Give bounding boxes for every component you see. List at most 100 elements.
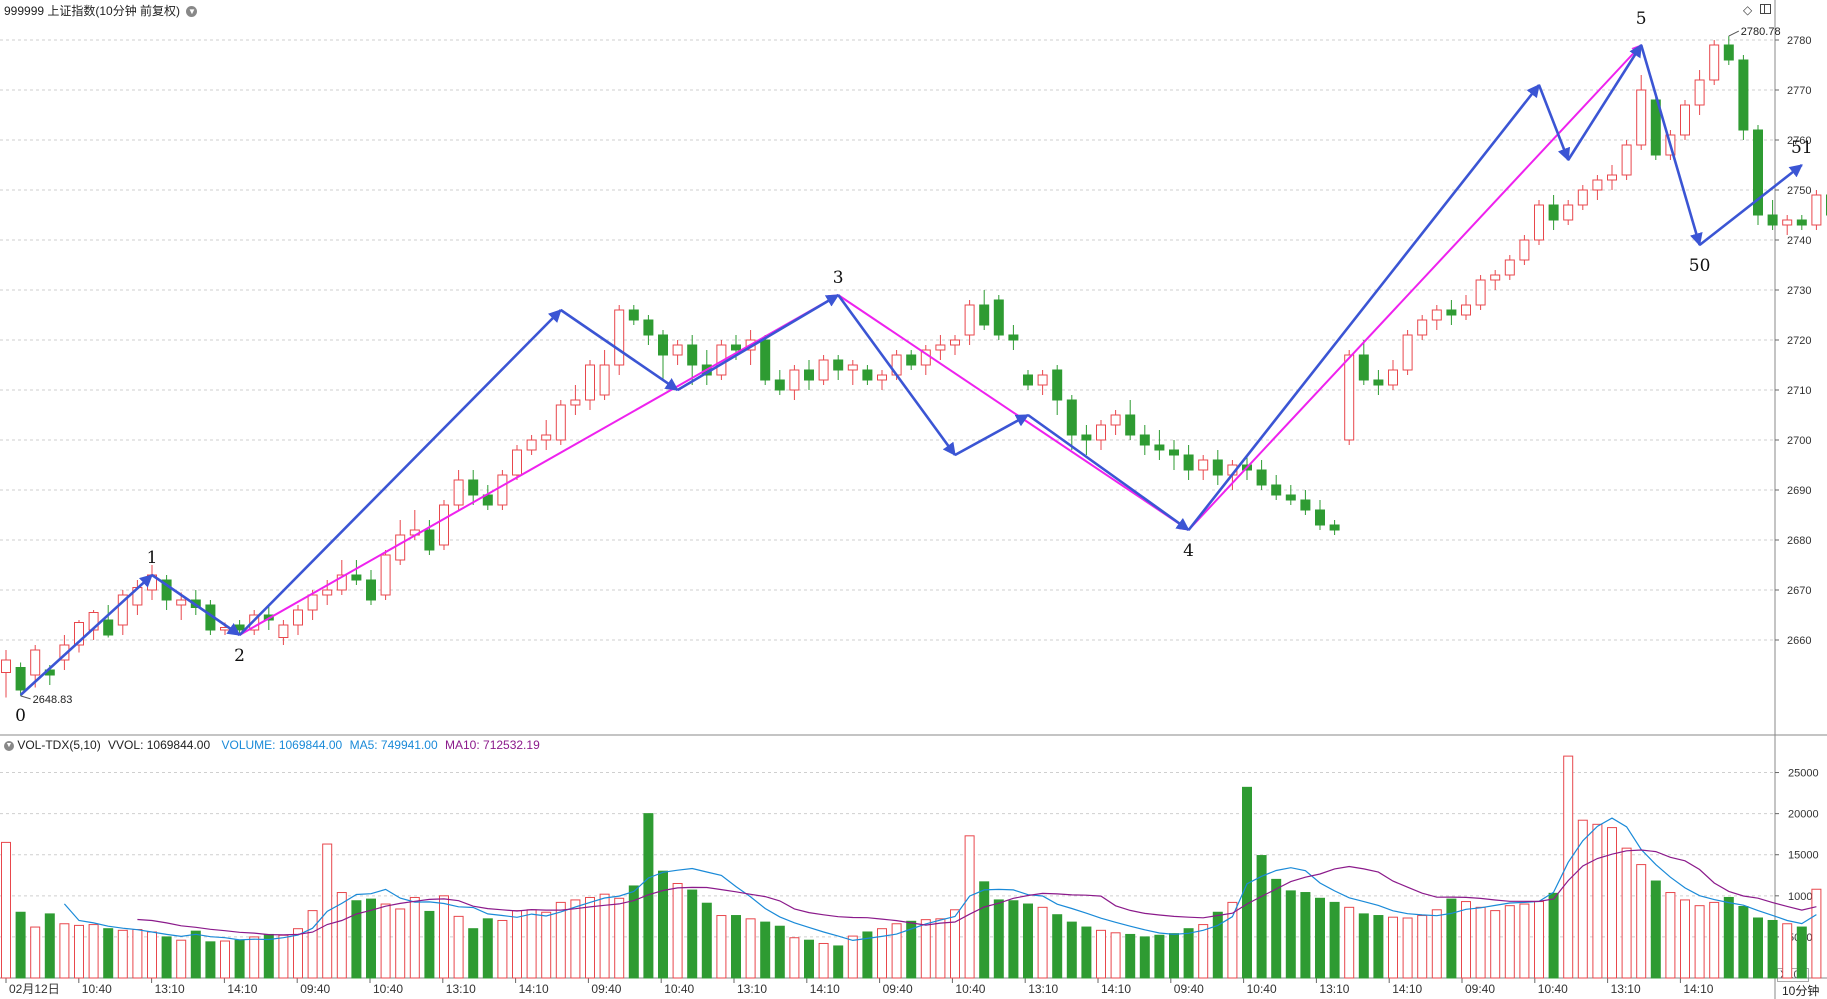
volume-bar-up (1, 841, 11, 979)
volume-bar-up (818, 942, 829, 979)
volume-bar-up (1607, 827, 1617, 979)
candle-body-down (1008, 334, 1019, 341)
volume-bar-down (1285, 890, 1296, 979)
volume-bar-down (804, 939, 814, 979)
blue-wave-line (676, 293, 840, 392)
volume-indicator-name: VOL-TDX(5,10) (17, 738, 101, 752)
volume-bar-down (658, 870, 668, 979)
candle-body-up (672, 344, 683, 356)
candle-body-up (30, 649, 41, 676)
candle-body-down (1169, 449, 1179, 456)
volume-bar-up (249, 936, 260, 979)
candle-body-up (497, 474, 508, 506)
magenta-wave-line (1187, 44, 1642, 531)
volume-bar-up (88, 924, 99, 979)
price-tick-label: 2740 (1787, 235, 1811, 247)
ma10-line (137, 849, 1817, 936)
volume-bar-up (409, 896, 420, 979)
volume-bar-down (161, 936, 172, 979)
period-label[interactable]: 10分钟 (1782, 984, 1820, 998)
candle-body-up (1504, 259, 1515, 276)
volume-bar-up (439, 895, 449, 979)
time-tick-label: 09:40 (300, 982, 330, 996)
wave-label: 5 (1636, 9, 1647, 29)
volume-bar-up (891, 923, 902, 979)
magenta-wave-line (239, 294, 840, 636)
volume-bar-down (1125, 933, 1136, 979)
volume-tick-label: 10000 (1788, 891, 1819, 903)
volume-bar-down (993, 899, 1004, 979)
time-tick-label: 14:10 (519, 982, 549, 996)
candle-body-up (1490, 274, 1501, 281)
volume-bar-up (293, 928, 303, 979)
candle-body-down (804, 369, 814, 381)
candle-body-down (1650, 99, 1661, 156)
volume-bar-up (1680, 899, 1690, 979)
volume-bar-up (964, 835, 975, 979)
volume-bar-down (1212, 911, 1223, 979)
chart-title-text: 999999 上证指数(10分钟 前复权) (4, 4, 181, 18)
blue-wave-line (238, 309, 562, 636)
candle-body-down (993, 299, 1004, 336)
candle-body-up (614, 309, 625, 366)
candle-body-down (1285, 494, 1296, 501)
time-tick-label: 10:40 (664, 982, 694, 996)
candle-body-down (1329, 524, 1340, 531)
collapse-icon[interactable]: ▼ (4, 740, 14, 751)
volume-bar-down (205, 941, 216, 979)
candle-body-down (1154, 444, 1165, 451)
volume-bar-up (1811, 888, 1822, 979)
sidebar-toggle-icon[interactable] (1760, 4, 1771, 14)
volume-bar-up (497, 919, 508, 979)
volume-bar-down (424, 910, 435, 979)
blue-wave-line (19, 574, 153, 696)
volume-bar-up (1344, 906, 1355, 979)
volume-bar-up (1490, 910, 1501, 979)
volume-bar-down (1767, 919, 1778, 979)
volume-bar-up (132, 929, 143, 979)
candle-body-up (964, 304, 975, 336)
candle-body-up (395, 534, 406, 561)
candle-body-down (1052, 369, 1063, 401)
candle-body-up (74, 622, 84, 646)
dropdown-icon[interactable]: ▼ (186, 6, 198, 18)
candle-body-up (1431, 309, 1442, 321)
wave-label: 50 (1689, 256, 1711, 276)
volume-bar-down (1139, 936, 1150, 979)
volume-bar-up (541, 911, 552, 979)
volume-bar-down (263, 933, 274, 979)
volume-bar-up (1096, 929, 1106, 979)
volume-bar-up (1475, 906, 1486, 979)
volume-tick-label: 25000 (1788, 768, 1819, 780)
candle-body-up (1198, 459, 1209, 471)
candle-body-down (906, 354, 917, 366)
volume-bar-up (512, 910, 522, 979)
candle-body-up (380, 554, 391, 596)
volume-bar-down (1066, 921, 1077, 979)
volume-bar-down (1081, 926, 1092, 979)
volume-bar-up (745, 918, 756, 979)
candle-body-down (862, 369, 873, 381)
candle-body-down (1271, 484, 1282, 496)
magenta-wave-line (837, 294, 1190, 531)
candle-body-down (687, 344, 698, 366)
ma5-line (63, 817, 1817, 942)
wave-label: 51 (1791, 138, 1813, 158)
volume-bar-down (1271, 878, 1282, 979)
volume-bar-up (1110, 932, 1121, 979)
price-tick-label: 2670 (1787, 585, 1811, 597)
volume-bar-up (278, 934, 289, 979)
volume-bar-down (760, 921, 771, 979)
candle-body-down (774, 379, 785, 391)
candle-body-up (1417, 319, 1428, 336)
candle-body-down (1373, 379, 1384, 386)
volume-tick-label: 20000 (1788, 809, 1819, 821)
wave-label: 3 (833, 268, 844, 288)
price-tick-label: 2720 (1787, 335, 1811, 347)
volume-bar-up (59, 923, 70, 979)
time-tick-label: 09:40 (1174, 982, 1204, 996)
diamond-icon[interactable]: ◇ (1743, 3, 1753, 17)
volume-bar-down (1154, 934, 1165, 979)
candle-body-up (950, 339, 960, 346)
candle-body-down (1139, 434, 1150, 446)
